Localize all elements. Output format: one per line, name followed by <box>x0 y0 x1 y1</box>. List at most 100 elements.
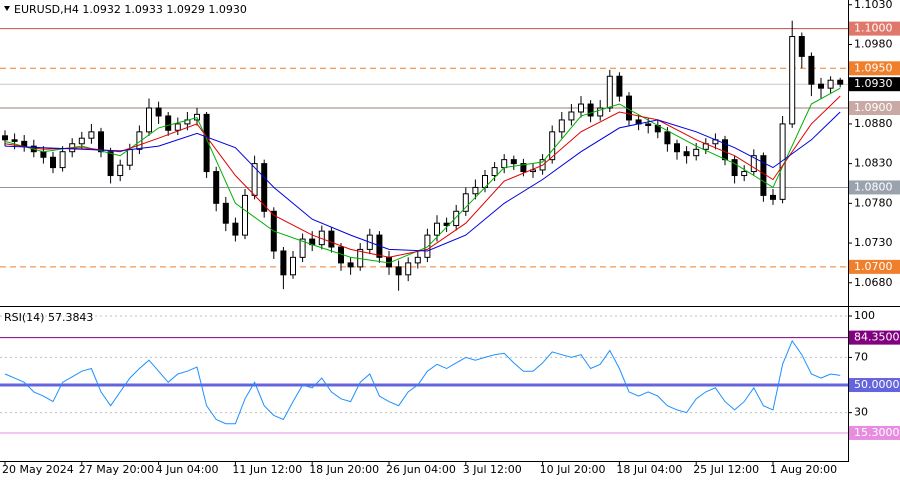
candle-body <box>347 262 354 268</box>
candle-body <box>558 119 565 133</box>
x-tick-label: 20 May 2024 <box>2 463 74 476</box>
candle-body <box>827 79 834 89</box>
level-label: 1.0800 <box>854 180 893 193</box>
level-label-bg <box>849 21 900 36</box>
candle-body <box>606 75 613 109</box>
candle-body <box>290 256 296 276</box>
x-tick-label: 11 Jun 12:00 <box>232 463 302 476</box>
y-tick-label: 70 <box>854 350 868 363</box>
candle-body <box>568 111 575 121</box>
y-tick-label: 100 <box>854 309 875 322</box>
candle-body <box>117 164 124 177</box>
level-label: 1.0950 <box>854 61 893 74</box>
candle-body <box>472 186 479 195</box>
candle-body <box>11 139 18 142</box>
candle-body <box>616 75 623 97</box>
candle-body <box>462 193 469 212</box>
moving-average <box>4 95 841 258</box>
y-tick-label: 30 <box>854 406 868 419</box>
level-label: 1.0900 <box>854 101 893 114</box>
candle-body <box>261 163 268 212</box>
candle-body <box>155 107 162 117</box>
y-tick-label: 1.1030 <box>854 0 893 11</box>
candle-body <box>434 222 440 236</box>
rsi-title: RSI(14) 57.3843 <box>4 311 93 324</box>
candle-body <box>414 256 421 264</box>
candle-body <box>165 115 172 131</box>
rsi-line <box>4 339 841 425</box>
candle-body <box>520 163 527 173</box>
candle-body <box>50 156 56 169</box>
level-label: 50.0000 <box>854 378 900 391</box>
candle-body <box>395 266 402 276</box>
candle-body <box>453 210 460 227</box>
candle-body <box>587 103 594 117</box>
candle-body <box>808 55 815 85</box>
y-tick-label: 1.0880 <box>854 117 893 130</box>
x-tick-label: 10 Jul 20:00 <box>540 463 606 476</box>
level-label: 1.0930 <box>854 77 893 90</box>
y-tick-label: 1.0680 <box>854 276 893 289</box>
candle-body <box>674 143 680 153</box>
x-tick-label: 25 Jul 12:00 <box>693 463 759 476</box>
moving-average <box>4 87 841 264</box>
candle-body <box>510 159 517 165</box>
level-label: 84.3500 <box>854 331 900 344</box>
level-label-bg <box>849 330 900 345</box>
candle-body <box>837 79 844 85</box>
candle-body <box>798 36 805 57</box>
menu-triangle <box>4 6 10 11</box>
level-label: 1.1000 <box>854 22 893 35</box>
x-tick-label: 26 Jun 04:00 <box>386 463 456 476</box>
candle-body <box>530 169 536 173</box>
candle-body <box>328 230 335 248</box>
candle-body <box>280 250 287 276</box>
candle-body <box>693 148 700 157</box>
candle-body <box>664 131 671 145</box>
x-tick-label: 1 Aug 20:00 <box>770 463 837 476</box>
candle-body <box>2 135 8 141</box>
candle-body <box>222 202 229 224</box>
x-tick-label: 27 May 20:00 <box>79 463 154 476</box>
candle-body <box>78 137 85 145</box>
level-label-bg <box>849 180 900 195</box>
candle-body <box>597 107 604 117</box>
candle-body <box>88 131 95 139</box>
candle-body <box>549 131 556 161</box>
level-label: 1.0700 <box>854 260 893 273</box>
candle-body <box>578 103 584 113</box>
x-tick-label: 18 Jul 04:00 <box>616 463 682 476</box>
y-tick-label: 1.0830 <box>854 157 893 170</box>
candle-body <box>731 159 738 177</box>
candle-body <box>645 123 652 126</box>
y-tick-label: 1.0780 <box>854 196 893 209</box>
level-label-bg <box>849 77 900 92</box>
candle-body <box>683 151 690 157</box>
candle-body <box>98 131 104 153</box>
candle-body <box>299 238 306 258</box>
candle-body <box>21 140 28 147</box>
candle-body <box>203 113 210 173</box>
y-tick-label: 1.0730 <box>854 236 893 249</box>
candle-body <box>174 123 181 131</box>
candle-body <box>107 151 114 177</box>
candle-body <box>750 155 757 173</box>
level-label-bg <box>849 378 900 393</box>
level-label-bg <box>849 101 900 116</box>
candle-body <box>40 151 47 158</box>
candle-body <box>741 171 748 177</box>
y-tick-label: 1.0980 <box>854 37 893 50</box>
candle-body <box>59 151 66 169</box>
level-label-bg <box>849 425 900 440</box>
candle-body <box>126 148 133 166</box>
candle-body <box>146 107 152 133</box>
candle-body <box>405 262 412 276</box>
level-label: 15.3000 <box>854 426 900 439</box>
x-tick-label: 18 Jun 20:00 <box>309 463 379 476</box>
candle-body <box>232 222 239 236</box>
candle-body <box>789 36 796 125</box>
chart-title: EURUSD,H4 1.0932 1.0933 1.0929 1.0930 <box>14 3 247 16</box>
candle-body <box>501 159 508 169</box>
